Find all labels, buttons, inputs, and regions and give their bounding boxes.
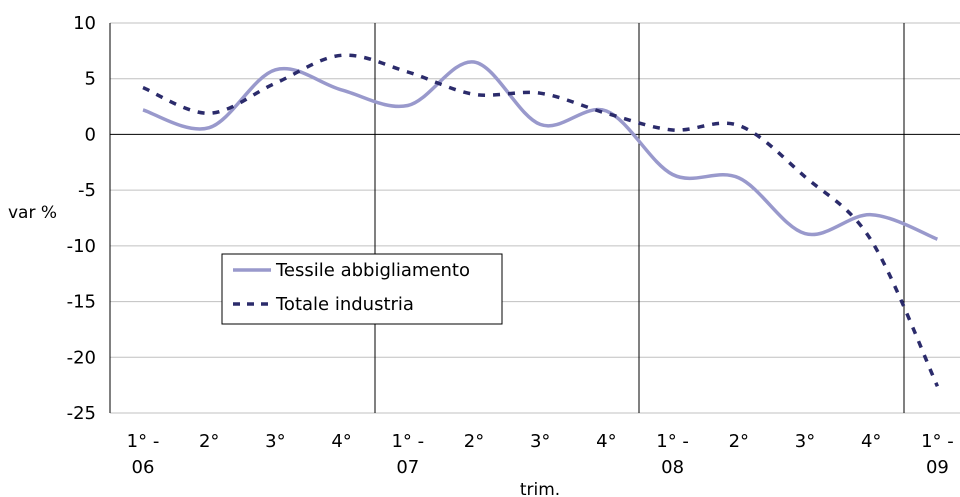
y-tick-label: 10 [73,13,96,34]
x-tick-year-label: 06 [132,457,155,478]
series-line-totale [142,53,939,388]
x-tick-label: 4° [861,431,881,452]
y-tick-label: -5 [78,180,96,201]
y-tick-label: 0 [85,124,96,145]
x-tick-year-label: 07 [396,457,419,478]
legend-box [221,253,503,325]
x-tick-label: 2° [464,431,484,452]
x-tick-label: 1° - [391,431,424,452]
x-tick-label: 1° - [127,431,160,452]
x-axis-ticks: 1° - 06 2° 3° 4° 1° - 07 2° 3° 4° 1° - 08 2° 3° 4° 1° -… [127,431,954,478]
x-tick-label: 3° [795,431,815,452]
legend: Tessile abbigliamento Totale industria [221,253,503,325]
x-tick-label: 1° - [656,431,689,452]
x-tick-label: 2° [729,431,749,452]
y-tick-label: -10 [67,236,96,257]
y-tick-label: -15 [67,292,96,313]
series-lines [142,53,939,388]
x-axis-label: trim. [520,480,560,497]
y-axis-label: var % [8,203,57,223]
x-tick-label: 3° [265,431,285,452]
x-tick-label: 4° [596,431,616,452]
y-tick-label: 5 [85,69,96,90]
x-tick-label: 1° - [921,431,954,452]
x-tick-label: 2° [199,431,219,452]
legend-label-totale: Totale industria [275,294,414,315]
x-tick-year-label: 08 [661,457,684,478]
grid-lines [109,22,960,414]
x-tick-year-label: 09 [926,457,949,478]
y-axis-ticks: 10 5 0 -5 -10 -15 -20 -25 [67,13,96,424]
legend-label-tessile: Tessile abbigliamento [275,260,470,281]
series-line-tessile [142,60,939,241]
x-tick-label: 3° [530,431,550,452]
y-tick-label: -25 [67,403,96,424]
y-tick-label: -20 [67,347,96,368]
x-tick-label: 4° [331,431,351,452]
